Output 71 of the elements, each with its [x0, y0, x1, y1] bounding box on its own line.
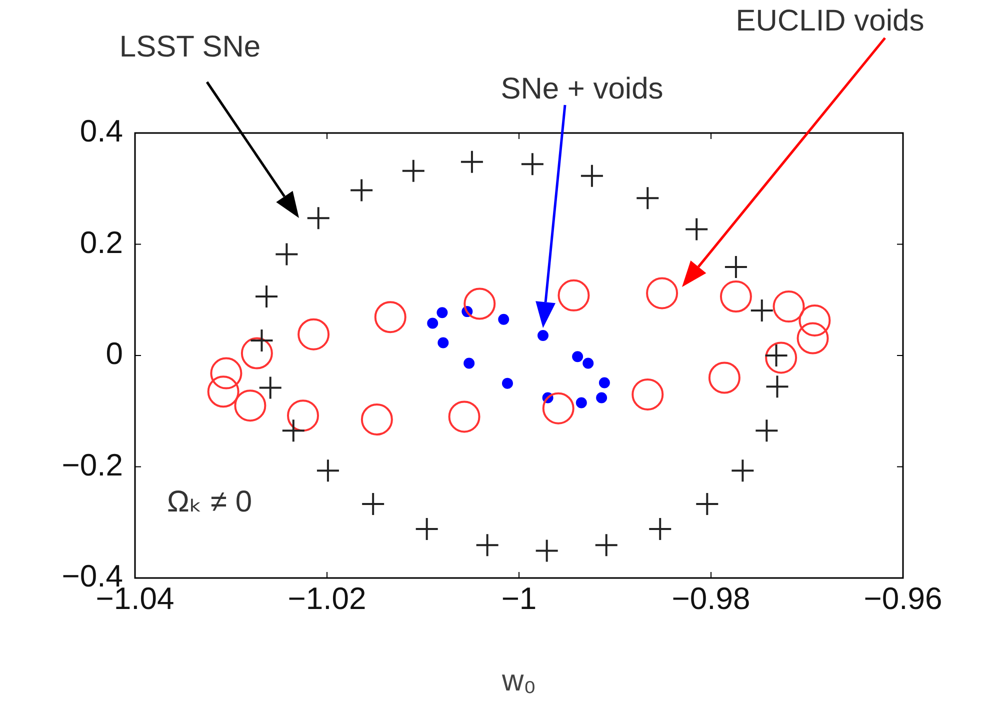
- point: [649, 518, 672, 540]
- point: [234, 390, 266, 422]
- point: [766, 376, 788, 398]
- point: [250, 329, 273, 352]
- point: [498, 314, 510, 325]
- point: [636, 187, 659, 210]
- y-tick-label: 0.2: [80, 224, 123, 260]
- point: [558, 279, 590, 312]
- point: [464, 288, 496, 320]
- text: SNe + voids: [500, 72, 664, 106]
- point: [256, 286, 278, 308]
- point: [732, 460, 754, 482]
- point: [582, 358, 594, 369]
- point: [350, 179, 373, 202]
- point: [240, 337, 273, 370]
- point: [259, 376, 282, 399]
- x-tick-label: −0.96: [864, 581, 942, 616]
- point: [502, 378, 513, 389]
- point: [464, 358, 475, 369]
- point: [798, 304, 831, 336]
- point: [316, 460, 339, 482]
- point: [538, 330, 548, 341]
- point: [686, 218, 708, 240]
- point: [362, 493, 384, 516]
- point: [750, 299, 773, 322]
- point: [207, 376, 240, 408]
- point: [374, 301, 406, 334]
- point: [724, 256, 747, 278]
- x-axis-title: w₀: [500, 664, 536, 698]
- point: [696, 493, 718, 516]
- point: [438, 337, 449, 348]
- point: [416, 518, 438, 540]
- point: [542, 392, 574, 424]
- x-tick-label: −0.98: [672, 581, 750, 616]
- point: [580, 164, 603, 187]
- text: EUCLID voids: [736, 4, 924, 38]
- point: [210, 357, 242, 390]
- x-tick-label: −1: [501, 581, 537, 616]
- point: [436, 307, 448, 318]
- y-tick-label: −0.2: [62, 447, 123, 482]
- point: [476, 534, 498, 556]
- point: [427, 318, 438, 329]
- point: [360, 403, 393, 436]
- x-tick-label: −1.02: [288, 581, 366, 616]
- point: [572, 351, 584, 362]
- annotation: Ωₖ ≠ 0: [167, 485, 252, 518]
- point: [598, 377, 610, 388]
- y-tick-label: 0.4: [80, 114, 123, 149]
- text: LSST SNe: [119, 30, 261, 64]
- point: [448, 400, 480, 433]
- point: [276, 243, 298, 266]
- point: [756, 420, 778, 442]
- point: [595, 534, 618, 556]
- point: [521, 153, 544, 176]
- point: [765, 342, 798, 374]
- point: [576, 397, 587, 408]
- point: [632, 378, 664, 410]
- point: [772, 290, 805, 323]
- point: [460, 150, 483, 173]
- point: [646, 277, 678, 310]
- point: [402, 160, 424, 182]
- y-tick-label: 0: [106, 336, 123, 372]
- point: [282, 420, 304, 442]
- point: [708, 362, 740, 394]
- point: [536, 540, 558, 562]
- point: [796, 322, 829, 354]
- point: [287, 400, 319, 432]
- point: [298, 318, 330, 350]
- point: [307, 207, 330, 230]
- point: [596, 392, 608, 404]
- point: [720, 280, 752, 313]
